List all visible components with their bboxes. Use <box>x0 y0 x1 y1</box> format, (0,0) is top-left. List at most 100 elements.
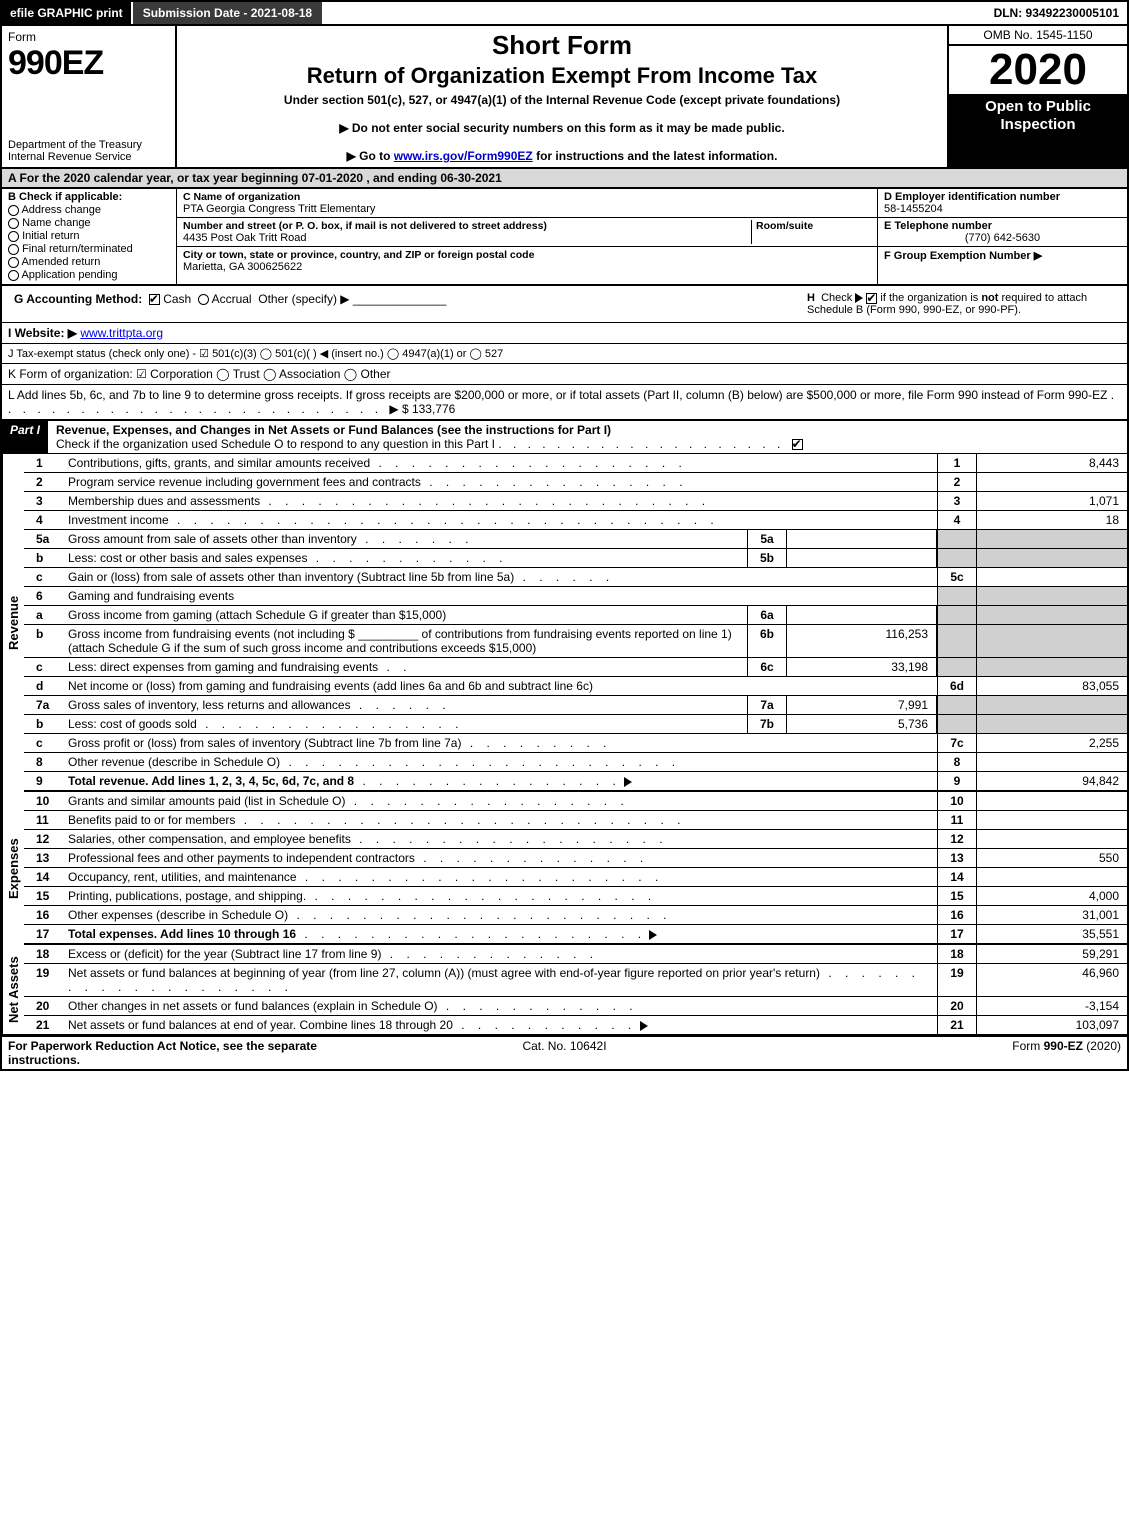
g-other-label: Other (specify) ▶ <box>258 292 349 306</box>
f-group-row: F Group Exemption Number ▶ <box>878 247 1127 284</box>
omb-number: OMB No. 1545-1150 <box>949 26 1127 46</box>
sidebar-revenue: Revenue <box>2 454 24 792</box>
line-9: 9 Total revenue. Add lines 1, 2, 3, 4, 5… <box>24 772 1127 792</box>
line-3: 3 Membership dues and assessments . . . … <box>24 492 1127 511</box>
line-9-no: 9 <box>24 772 64 790</box>
chk-name-change[interactable]: Name change <box>8 217 170 229</box>
column-b: B Check if applicable: Address change Na… <box>2 189 177 284</box>
d-ein-label: D Employer identification number <box>884 191 1121 203</box>
line-9-desc: Total revenue. Add lines 1, 2, 3, 4, 5c,… <box>64 772 937 790</box>
chk-final-return[interactable]: Final return/terminated <box>8 243 170 255</box>
chk-address-change[interactable]: Address change <box>8 204 170 216</box>
line-20: 20 Other changes in net assets or fund b… <box>24 997 1127 1016</box>
line-20-rn: 20 <box>937 997 977 1015</box>
line-7a-mn: 7a <box>747 696 787 714</box>
line-9-rn: 9 <box>937 772 977 790</box>
e-phone-row: E Telephone number (770) 642-5630 <box>878 218 1127 247</box>
line-6a-mv <box>787 606 937 624</box>
line-5c-rn: 5c <box>937 568 977 586</box>
line-18-val: 59,291 <box>977 945 1127 963</box>
line-17-rn: 17 <box>937 925 977 943</box>
line-6: 6 Gaming and fundraising events <box>24 587 1127 606</box>
ein-value: 58-1455204 <box>884 203 1121 215</box>
line-21-rn: 21 <box>937 1016 977 1034</box>
chk-amended-return[interactable]: Amended return <box>8 256 170 268</box>
line-7a-no: 7a <box>24 696 64 714</box>
chk-application-pending[interactable]: Application pending <box>8 269 170 281</box>
line-5a-mn: 5a <box>747 530 787 548</box>
line-11-rn: 11 <box>937 811 977 829</box>
line-19: 19 Net assets or fund balances at beginn… <box>24 964 1127 997</box>
column-c: C Name of organization PTA Georgia Congr… <box>177 189 877 284</box>
line-6b-rv-shaded <box>977 625 1127 657</box>
line-7b-no: b <box>24 715 64 733</box>
part1-title: Revenue, Expenses, and Changes in Net As… <box>56 423 611 437</box>
chk-cash[interactable] <box>149 294 160 305</box>
header-right: OMB No. 1545-1150 2020 Open to Public In… <box>947 26 1127 167</box>
line-12-rn: 12 <box>937 830 977 848</box>
line-7a-mv: 7,991 <box>787 696 937 714</box>
line-14-rn: 14 <box>937 868 977 886</box>
line-10: 10 Grants and similar amounts paid (list… <box>24 792 1127 811</box>
line-5a: 5a Gross amount from sale of assets othe… <box>24 530 1127 549</box>
triangle-icon <box>640 1021 648 1031</box>
website-link[interactable]: www.trittpta.org <box>80 326 163 340</box>
chk-application-pending-label: Application pending <box>21 269 117 281</box>
line-10-desc: Grants and similar amounts paid (list in… <box>64 792 937 810</box>
g-accounting: G Accounting Method: Cash Accrual Other … <box>8 289 801 319</box>
line-4: 4 Investment income . . . . . . . . . . … <box>24 511 1127 530</box>
chk-h[interactable] <box>866 293 877 304</box>
line-4-rn: 4 <box>937 511 977 529</box>
line-14-desc: Occupancy, rent, utilities, and maintena… <box>64 868 937 886</box>
line-6-desc: Gaming and fundraising events <box>64 587 937 605</box>
header-center: Short Form Return of Organization Exempt… <box>177 26 947 167</box>
line-8: 8 Other revenue (describe in Schedule O)… <box>24 753 1127 772</box>
line-6-rv-shaded <box>977 587 1127 605</box>
g-accrual-label: Accrual <box>212 292 252 306</box>
submission-date-button[interactable]: Submission Date - 2021-08-18 <box>131 2 322 24</box>
chk-initial-return[interactable]: Initial return <box>8 230 170 242</box>
line-13: 13 Professional fees and other payments … <box>24 849 1127 868</box>
line-6a-no: a <box>24 606 64 624</box>
c-city-row: City or town, state or province, country… <box>177 247 877 275</box>
chk-amended-return-label: Amended return <box>21 256 100 268</box>
top-bar: efile GRAPHIC print Submission Date - 20… <box>0 0 1129 26</box>
chk-name-change-label: Name change <box>22 217 91 229</box>
chk-address-change-label: Address change <box>21 204 101 216</box>
line-16-desc: Other expenses (describe in Schedule O) … <box>64 906 937 924</box>
line-17-val: 35,551 <box>977 925 1127 943</box>
line-6c-rn-shaded <box>937 658 977 676</box>
irs-link[interactable]: www.irs.gov/Form990EZ <box>394 149 533 163</box>
c-addr-label: Number and street (or P. O. box, if mail… <box>183 220 547 232</box>
chk-schedule-o[interactable] <box>792 439 803 450</box>
section-a-tax-year: A For the 2020 calendar year, or tax yea… <box>0 169 1129 189</box>
chk-accrual[interactable] <box>198 294 209 305</box>
line-6c-mn: 6c <box>747 658 787 676</box>
k-form-org-row: K Form of organization: ☑ Corporation ◯ … <box>0 364 1129 385</box>
chk-initial-return-label: Initial return <box>22 230 79 242</box>
line-5b-rv-shaded <box>977 549 1127 567</box>
short-form-title: Short Form <box>187 30 937 61</box>
org-city: Marietta, GA 300625622 <box>183 261 871 273</box>
line-5b-mn: 5b <box>747 549 787 567</box>
line-6c-no: c <box>24 658 64 676</box>
line-21-no: 21 <box>24 1016 64 1034</box>
form-header: Form 990EZ Department of the Treasury In… <box>0 26 1129 169</box>
line-1: 1 Contributions, gifts, grants, and simi… <box>24 454 1127 473</box>
e-phone-label: E Telephone number <box>884 220 1121 232</box>
line-6d-no: d <box>24 677 64 695</box>
line-21: 21 Net assets or fund balances at end of… <box>24 1016 1127 1034</box>
line-16-val: 31,001 <box>977 906 1127 924</box>
goto-link-line: ▶ Go to www.irs.gov/Form990EZ for instru… <box>187 149 937 163</box>
line-6c-desc: Less: direct expenses from gaming and fu… <box>64 658 747 676</box>
line-7a-rv-shaded <box>977 696 1127 714</box>
dln-label: DLN: 93492230005101 <box>986 2 1127 24</box>
i-label: I Website: ▶ <box>8 326 77 340</box>
efile-print-label[interactable]: efile GRAPHIC print <box>2 2 131 24</box>
line-13-desc: Professional fees and other payments to … <box>64 849 937 867</box>
line-5a-desc: Gross amount from sale of assets other t… <box>64 530 747 548</box>
line-18: 18 Excess or (deficit) for the year (Sub… <box>24 945 1127 964</box>
line-19-rn: 19 <box>937 964 977 996</box>
line-5b: b Less: cost or other basis and sales ex… <box>24 549 1127 568</box>
line-5b-no: b <box>24 549 64 567</box>
